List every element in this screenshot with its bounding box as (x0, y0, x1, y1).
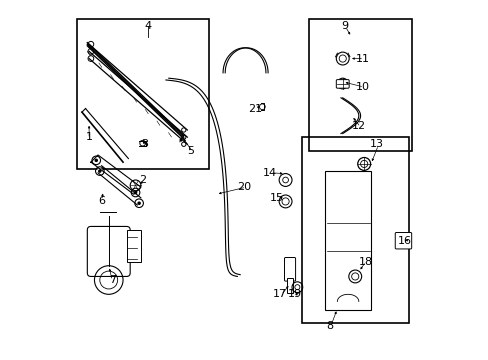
FancyBboxPatch shape (287, 278, 292, 293)
FancyBboxPatch shape (87, 226, 130, 276)
FancyBboxPatch shape (284, 257, 295, 281)
Text: 5: 5 (187, 147, 194, 157)
Text: 18: 18 (358, 257, 372, 267)
Text: 11: 11 (355, 54, 368, 64)
Text: 7: 7 (108, 275, 116, 285)
Text: 13: 13 (369, 139, 383, 149)
Circle shape (98, 169, 102, 173)
Text: 8: 8 (326, 321, 333, 332)
Text: 10: 10 (355, 82, 368, 92)
Text: 4: 4 (144, 21, 151, 31)
Text: 19: 19 (287, 289, 301, 299)
Text: 2: 2 (139, 175, 146, 185)
Circle shape (99, 170, 101, 172)
Text: 6: 6 (98, 197, 105, 206)
Text: 1: 1 (85, 132, 92, 142)
Circle shape (134, 192, 136, 194)
Text: 9: 9 (340, 21, 347, 31)
Text: 20: 20 (237, 182, 251, 192)
FancyBboxPatch shape (336, 80, 348, 88)
Text: 3: 3 (141, 139, 148, 149)
Text: 15: 15 (269, 193, 283, 203)
Circle shape (95, 159, 97, 161)
FancyBboxPatch shape (126, 230, 141, 262)
Text: 14: 14 (262, 168, 276, 178)
Circle shape (133, 190, 138, 195)
Text: 12: 12 (351, 121, 365, 131)
Circle shape (137, 201, 141, 205)
Circle shape (94, 158, 98, 162)
Text: 21: 21 (247, 104, 262, 113)
FancyBboxPatch shape (324, 171, 370, 310)
Text: 16: 16 (397, 236, 411, 246)
Text: 17: 17 (273, 289, 286, 299)
Circle shape (138, 202, 140, 204)
FancyBboxPatch shape (394, 233, 411, 249)
